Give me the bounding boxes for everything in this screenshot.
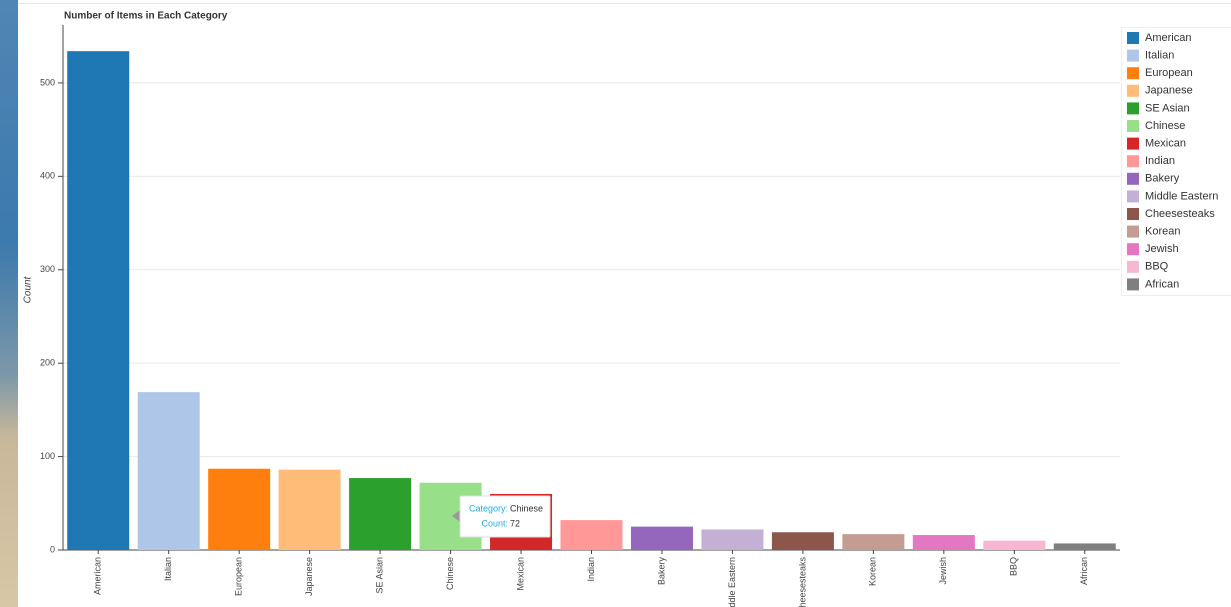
x-tick-label: BBQ <box>1009 557 1019 576</box>
legend-label: Bakery <box>1145 173 1180 185</box>
bar <box>842 534 905 550</box>
tooltip-arrow <box>452 510 460 522</box>
x-tick-label: Jewish <box>938 557 948 585</box>
legend-label: BBQ <box>1145 261 1169 273</box>
x-tick-label: Cheesesteaks <box>797 557 807 607</box>
legend-swatch <box>1127 208 1139 220</box>
legend-label: Indian <box>1145 155 1175 167</box>
legend-swatch <box>1127 67 1139 80</box>
legend-label: Jewish <box>1145 243 1179 255</box>
legend-swatch <box>1127 225 1139 238</box>
tooltip-value: Chinese <box>510 503 543 513</box>
legend-label: European <box>1145 67 1193 79</box>
legend-box <box>1121 27 1231 296</box>
legend-label: Cheesesteaks <box>1145 208 1215 220</box>
x-tick-label: European <box>234 557 244 596</box>
y-tick-label: 500 <box>40 77 55 87</box>
bar <box>349 478 412 550</box>
background-strip <box>0 0 18 607</box>
legend-swatch <box>1127 32 1139 44</box>
legend-swatch <box>1127 155 1139 168</box>
y-tick-label: 0 <box>50 544 55 554</box>
bar <box>983 540 1046 550</box>
legend: American Italian European Japanese SE Asian C… <box>1121 27 1231 296</box>
legend-label: Japanese <box>1145 85 1193 97</box>
x-tick-label: Indian <box>586 557 596 582</box>
legend-label: African <box>1145 278 1179 290</box>
y-tick-label: 200 <box>40 358 55 368</box>
bar <box>771 532 834 550</box>
legend-label: American <box>1145 32 1191 44</box>
bar <box>208 468 271 550</box>
tooltip-key: Count: <box>481 518 508 528</box>
legend-swatch <box>1127 172 1139 185</box>
legend-swatch <box>1127 243 1139 256</box>
x-tick-label: Chinese <box>445 557 455 590</box>
legend-swatch <box>1127 278 1139 291</box>
bar <box>630 526 693 550</box>
legend-swatch <box>1127 49 1139 62</box>
tooltip-key: Category: <box>469 503 508 513</box>
x-tick-label: American <box>93 557 103 595</box>
x-tick-label: SE Asian <box>374 557 384 594</box>
bar <box>912 535 975 550</box>
legend-swatch <box>1127 190 1139 203</box>
y-tick-label: 400 <box>40 171 55 181</box>
bar <box>701 529 764 550</box>
legend-label: Mexican <box>1145 138 1186 150</box>
tooltip-box <box>459 495 551 538</box>
legend-swatch <box>1127 137 1139 150</box>
x-tick-label: Mexican <box>515 557 525 591</box>
x-tick-label: Korean <box>868 557 878 586</box>
x-tick-label: Bakery <box>656 557 666 586</box>
bar <box>1053 543 1116 550</box>
y-axis-label: Count <box>23 275 34 303</box>
x-tick-label: African <box>1079 557 1089 585</box>
bar <box>560 520 623 550</box>
legend-swatch <box>1127 84 1139 97</box>
legend-swatch <box>1127 260 1139 273</box>
legend-label: Korean <box>1145 226 1180 238</box>
y-tick-label: 300 <box>40 264 55 274</box>
tooltip-value: 72 <box>510 518 520 528</box>
x-tick-label: Middle Eastern <box>727 557 737 607</box>
bar <box>278 469 341 550</box>
y-tick-label: 100 <box>40 451 55 461</box>
legend-label: Chinese <box>1145 120 1185 132</box>
legend-label: SE Asian <box>1145 102 1190 114</box>
bar <box>137 392 200 550</box>
x-tick-label: Italian <box>163 557 173 581</box>
legend-swatch <box>1127 120 1139 132</box>
chart-title: Number of Items in Each Category <box>64 11 228 22</box>
bar <box>67 51 130 550</box>
legend-label: Middle Eastern <box>1145 190 1218 202</box>
legend-label: Italian <box>1145 50 1174 62</box>
x-tick-label: Japanese <box>304 557 314 596</box>
legend-swatch <box>1127 102 1139 115</box>
